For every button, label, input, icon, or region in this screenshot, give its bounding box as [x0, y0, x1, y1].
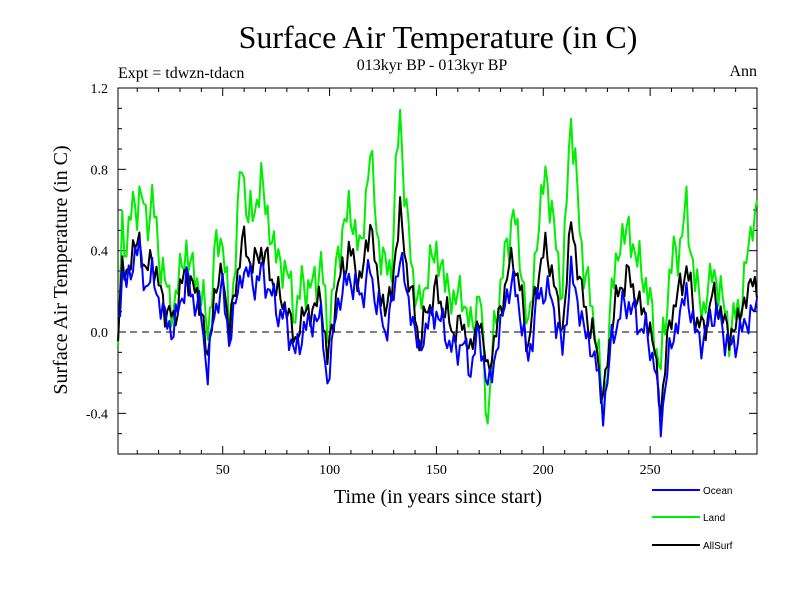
y-tick-label: 0.4 — [91, 245, 109, 260]
axis-ticks: 50 100 150 200 250 -0.4 0.0 0.4 0.8 1.2 — [86, 82, 758, 478]
legend-label-allsurf: AllSurf — [703, 541, 733, 552]
x-tick-label: 200 — [533, 463, 554, 478]
data-series — [117, 108, 758, 438]
legend-label-land: Land — [703, 513, 725, 524]
y-tick-label: 0.8 — [91, 163, 109, 178]
y-tick-label: 0.0 — [91, 326, 109, 341]
y-tick-label: -0.4 — [86, 407, 108, 422]
x-tick-label: 250 — [640, 463, 661, 478]
y-tick-label: 1.2 — [91, 82, 109, 97]
y-axis-label: Surface Air Temperature (in C) — [50, 145, 72, 394]
series-line-land — [117, 108, 758, 427]
season-label: Ann — [729, 63, 757, 80]
chart-title: Surface Air Temperature (in C) — [239, 19, 638, 55]
chart-subtitle: 013kyr BP - 013kyr BP — [357, 57, 508, 74]
series-line-allsurf — [117, 196, 758, 418]
legend-label-ocean: Ocean — [703, 486, 732, 497]
x-axis-label: Time (in years since start) — [334, 486, 542, 508]
x-tick-label: 50 — [216, 463, 230, 478]
legend: Ocean Land AllSurf — [652, 486, 733, 552]
experiment-label: Expt = tdwzn-tdacn — [118, 65, 244, 82]
series-line-ocean — [117, 238, 758, 438]
x-tick-label: 100 — [319, 463, 340, 478]
x-tick-label: 150 — [426, 463, 447, 478]
